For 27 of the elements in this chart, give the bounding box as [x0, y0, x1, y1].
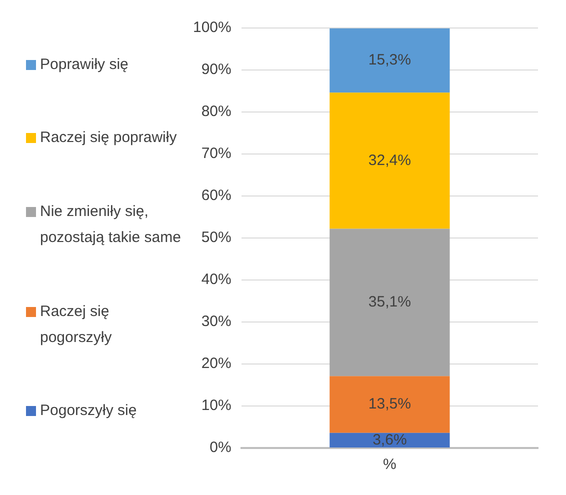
bar	[330, 376, 450, 433]
y-tick-label: 0%	[210, 439, 232, 456]
legend-label: Nie zmieniły się, pozostają takie same	[40, 202, 182, 248]
y-tick-label: 60%	[201, 187, 232, 204]
bar	[330, 228, 450, 376]
bar	[330, 28, 450, 93]
y-tick-label: 20%	[201, 355, 232, 372]
data-label: 35,1%	[368, 294, 411, 311]
data-label: 13,5%	[368, 396, 411, 413]
legend-label: Pogorszyły się	[40, 401, 137, 422]
bar	[330, 92, 450, 229]
legend-label: Raczej się poprawiły	[40, 128, 177, 148]
data-label: 15,3%	[368, 52, 411, 69]
y-tick-label: 10%	[201, 397, 232, 414]
bar	[330, 432, 450, 448]
y-tick-label: 70%	[201, 145, 232, 162]
legend-label: Poprawiły się	[40, 54, 128, 75]
y-tick-label: 90%	[201, 61, 232, 78]
y-tick-label: 30%	[201, 313, 232, 330]
data-label: 32,4%	[368, 152, 411, 169]
y-tick-label: 80%	[201, 103, 232, 120]
data-label: 3,6%	[372, 431, 407, 448]
y-tick-label: 100%	[192, 19, 232, 36]
legend-label: Raczej się pogorszyły	[40, 302, 113, 348]
y-tick-label: 50%	[201, 229, 232, 246]
y-tick-label: 40%	[201, 271, 232, 288]
x-tick-label: %	[383, 456, 396, 474]
